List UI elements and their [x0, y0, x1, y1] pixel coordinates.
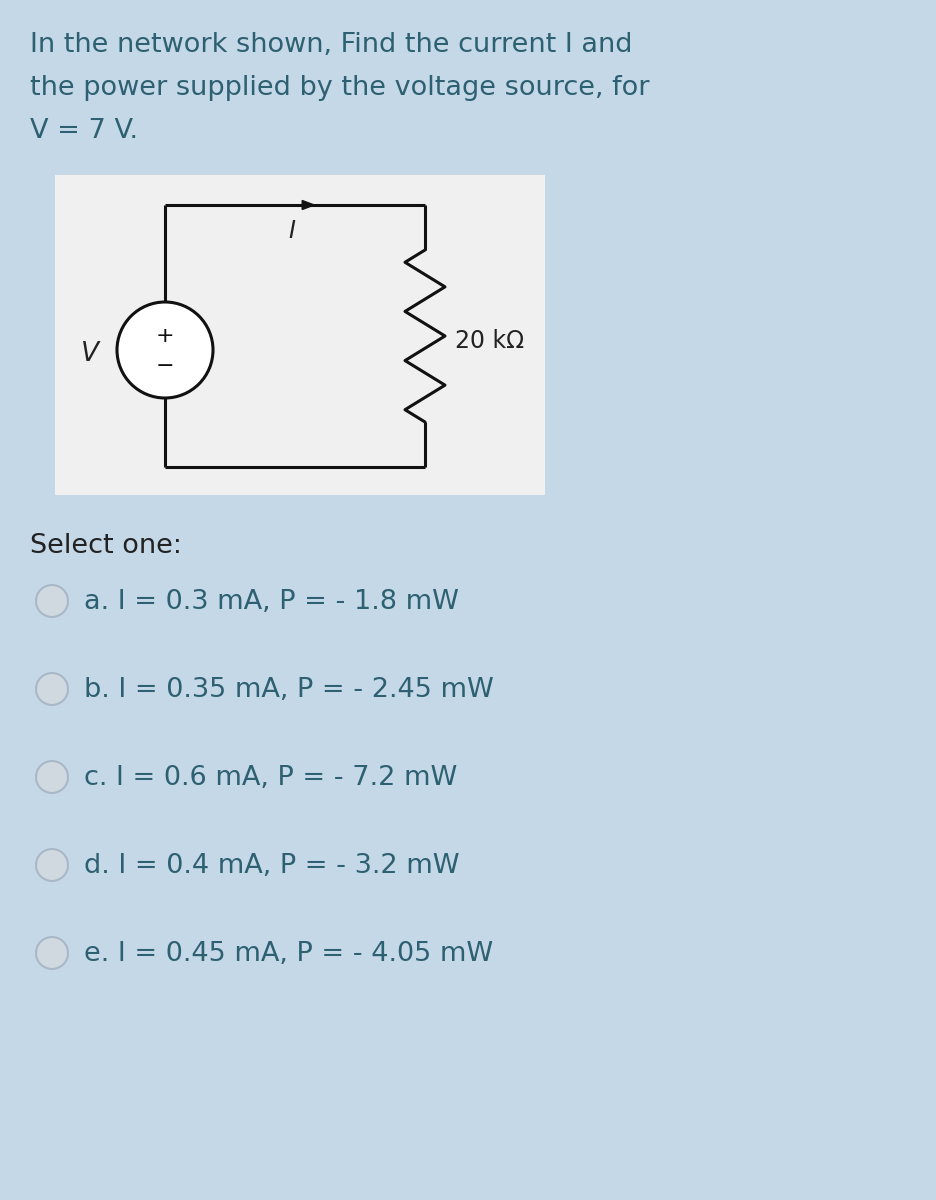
Text: a. I = 0.3 mA, P = - 1.8 mW: a. I = 0.3 mA, P = - 1.8 mW	[84, 589, 459, 614]
Text: V: V	[81, 341, 99, 367]
Circle shape	[36, 850, 68, 881]
Circle shape	[36, 937, 68, 970]
FancyArrow shape	[286, 200, 314, 210]
Text: e. I = 0.45 mA, P = - 4.05 mW: e. I = 0.45 mA, P = - 4.05 mW	[84, 941, 493, 967]
Text: Select one:: Select one:	[30, 533, 182, 559]
Circle shape	[117, 302, 213, 398]
Text: the power supplied by the voltage source, for: the power supplied by the voltage source…	[30, 74, 650, 101]
Text: −: −	[155, 356, 174, 376]
Text: c. I = 0.6 mA, P = - 7.2 mW: c. I = 0.6 mA, P = - 7.2 mW	[84, 766, 458, 791]
Text: +: +	[155, 326, 174, 346]
Text: V = 7 V.: V = 7 V.	[30, 118, 138, 144]
Text: 20 kΩ: 20 kΩ	[455, 329, 524, 353]
Bar	[55, 175, 545, 494]
Text: I: I	[288, 218, 296, 242]
Text: d. I = 0.4 mA, P = - 3.2 mW: d. I = 0.4 mA, P = - 3.2 mW	[84, 853, 460, 878]
Text: In the network shown, Find the current I and: In the network shown, Find the current I…	[30, 32, 633, 58]
Circle shape	[36, 761, 68, 793]
Circle shape	[36, 584, 68, 617]
Circle shape	[36, 673, 68, 704]
Text: b. I = 0.35 mA, P = - 2.45 mW: b. I = 0.35 mA, P = - 2.45 mW	[84, 677, 494, 703]
